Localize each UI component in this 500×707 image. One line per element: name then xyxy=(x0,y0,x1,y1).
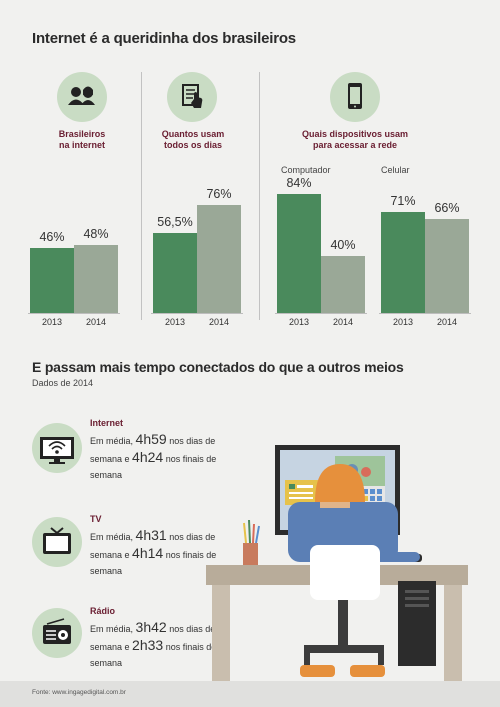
media-text-radio: Em média, 3h42 nos dias de semana e 2h33… xyxy=(90,619,217,668)
section2-title: E passam mais tempo conectados do que a … xyxy=(32,359,404,375)
chart-baseline xyxy=(379,313,471,314)
bar-value-label: 48% xyxy=(83,227,109,241)
bar-value-label: 40% xyxy=(330,238,356,252)
section2-subtitle: Dados de 2014 xyxy=(32,378,94,388)
bar-2014 xyxy=(321,256,365,313)
bar-value-label: 46% xyxy=(39,230,65,244)
x-tick-label: 2013 xyxy=(288,317,310,327)
media-text-tv: Em média, 4h31 nos dias de semana e 4h14… xyxy=(90,527,217,576)
bar-value-label: 84% xyxy=(286,176,312,190)
panel-divider xyxy=(141,72,142,320)
media-name-internet: Internet xyxy=(90,418,124,428)
wifi-tv-icon xyxy=(32,423,82,473)
x-tick-label: 2013 xyxy=(164,317,186,327)
group-label-computador: Computador xyxy=(281,165,331,175)
footer: Fonte: www.ingagedigital.com.br xyxy=(0,681,500,707)
source-text: Fonte: www.ingagedigital.com.br xyxy=(32,689,126,696)
panel3-label: Quais dispositivos usam para acessar a re… xyxy=(301,129,409,150)
bar-value-label: 71% xyxy=(390,194,416,208)
group-label-celular: Celular xyxy=(381,165,410,175)
chart-baseline xyxy=(151,313,243,314)
bar-value-label: 66% xyxy=(434,201,460,215)
bar-2013 xyxy=(153,233,197,313)
bar-value-label: 76% xyxy=(206,187,232,201)
users-icon xyxy=(57,72,107,122)
media-name-tv: TV xyxy=(90,514,102,524)
bar-value-label: 56,5% xyxy=(157,215,193,229)
media-text-internet: Em média, 4h59 nos dias de semana e 4h24… xyxy=(90,431,217,480)
bar-2014 xyxy=(74,245,118,313)
radio-icon xyxy=(32,608,82,658)
x-tick-label: 2014 xyxy=(208,317,230,327)
bar-2013 xyxy=(30,248,74,313)
chart-baseline xyxy=(28,313,120,314)
bar-2014 xyxy=(425,219,469,313)
x-tick-label: 2014 xyxy=(436,317,458,327)
tap-document-icon xyxy=(167,72,217,122)
media-name-radio: Rádio xyxy=(90,606,116,616)
person-at-computer-illustration xyxy=(206,445,468,681)
chart-baseline xyxy=(275,313,367,314)
x-tick-label: 2014 xyxy=(332,317,354,327)
bar-charts: 46% 2013 48% 2014 56,5% 2013 76% 2014 84% 2013 40%… xyxy=(0,0,500,340)
bar-2013 xyxy=(381,212,425,313)
panel1-label: Brasileiros na internet xyxy=(58,129,106,150)
panel2-label: Quantos usam todos os dias xyxy=(161,129,225,150)
tv-icon xyxy=(32,517,82,567)
bar-2013 xyxy=(277,194,321,313)
x-tick-label: 2013 xyxy=(41,317,63,327)
x-tick-label: 2013 xyxy=(392,317,414,327)
page-title: Internet é a queridinha dos brasileiros xyxy=(32,30,296,47)
bar-2014 xyxy=(197,205,241,313)
x-tick-label: 2014 xyxy=(85,317,107,327)
panel-divider xyxy=(259,72,260,320)
smartphone-icon xyxy=(330,72,380,122)
